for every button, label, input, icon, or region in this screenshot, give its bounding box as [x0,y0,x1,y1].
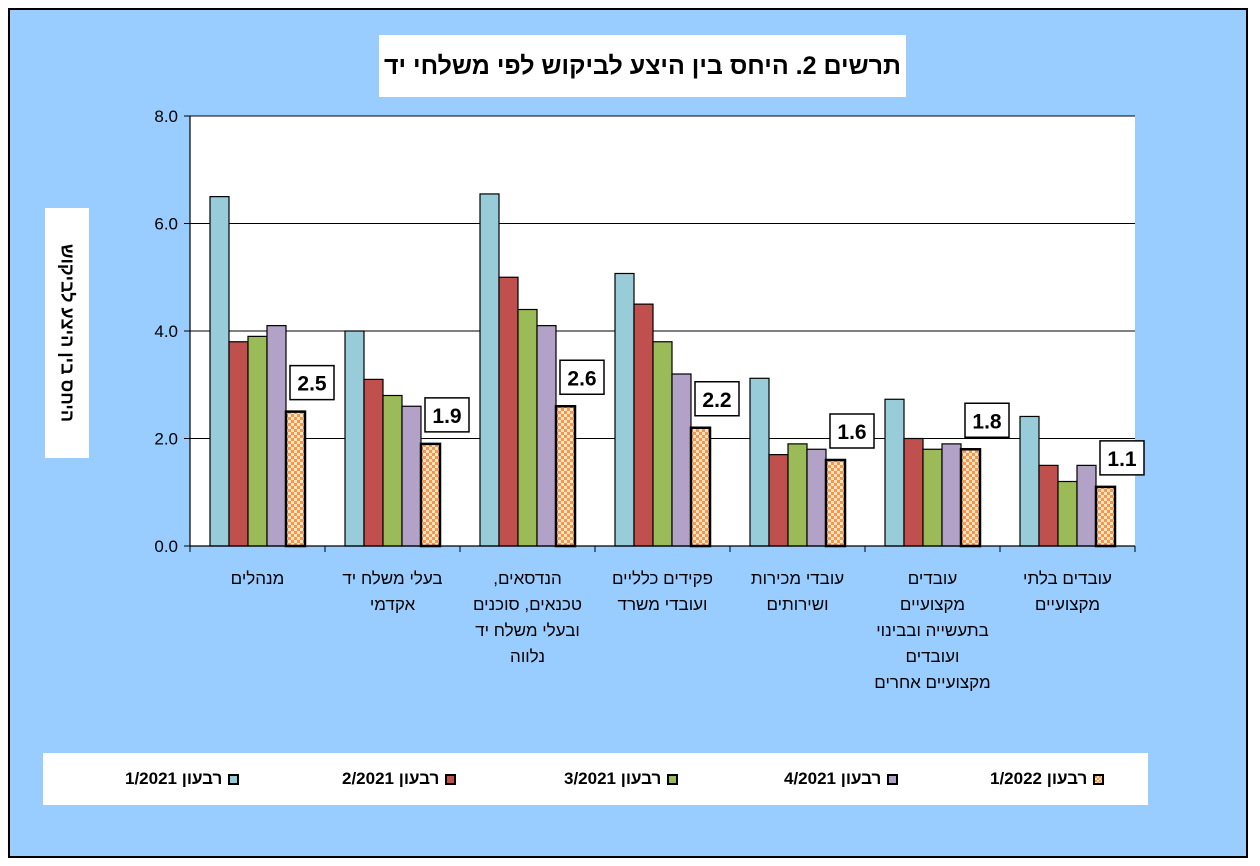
annotation-box [1099,440,1145,476]
x-tick-label: מקצועיים [1035,595,1100,614]
bar [1094,485,1117,548]
bar [209,196,230,547]
legend-item-series-5: רבעון 1/2022 [990,753,1105,805]
legend-label: רבעון 3/2021 [564,769,662,788]
legend-swatch [228,773,240,785]
y-tick-label: 4.0 [154,322,178,341]
legend-label: רבעון 4/2021 [784,769,882,788]
legend-label: רבעון 1/2021 [125,769,223,788]
annotation-box [559,359,605,395]
legend-item-series-3: רבעון 3/2021 [564,753,679,805]
bar [363,378,384,547]
x-tick-label: עובדים [908,569,958,588]
bar [401,405,422,547]
bar [824,458,847,548]
bar [1057,480,1078,547]
annotation-box [424,397,470,433]
annotation-box [964,402,1010,438]
annotation-box [829,413,875,449]
annotation-label: 1.9 [432,405,461,428]
x-tick-label: מקצועיים אחרים [874,673,990,692]
bar [1076,464,1097,547]
x-tick-label: בתעשייה ובבינוי [876,621,988,640]
legend: רבעון 1/2021 רבעון 2/2021 רבעון 3/2021 ר… [43,753,1148,805]
legend-swatch [1093,773,1105,785]
bar [517,308,538,547]
y-tick-label: 0.0 [154,537,178,556]
x-tick-label: ועובדי משרד [618,595,708,614]
annotation-label: 1.6 [837,421,866,444]
bar [922,448,943,547]
bar [1019,415,1040,547]
bar [284,410,307,548]
x-tick-label: מקצועיים [900,595,965,614]
x-tick-label: מנהלים [231,569,285,588]
bar [768,454,789,547]
annotation-label: 2.5 [297,373,327,396]
bar [382,394,403,547]
x-tick-label: הנדסאים, [493,569,561,588]
annotation-label: 2.2 [702,389,731,412]
bar [266,325,287,547]
bar [247,335,268,547]
legend-swatch [887,773,899,785]
annotation-label: 1.1 [1107,448,1137,471]
bar [689,426,712,548]
chart-title: תרשים 2. היחס בין היצע לביקוש לפי משלחי … [383,51,902,80]
bar [959,448,982,548]
bar [671,373,692,547]
annotation-label: 2.6 [567,367,596,390]
x-tick-label: עובדי מכירות [751,569,844,588]
x-tick-label: ושירותים [766,595,828,614]
legend-swatch [445,773,457,785]
legend-item-series-1: רבעון 1/2021 [125,753,240,805]
x-tick-label: פקידים כלליים [612,569,713,588]
bar [614,272,635,547]
bar [536,325,557,547]
chart-title-box: תרשים 2. היחס בין היצע לביקוש לפי משלחי … [379,35,906,97]
bar [903,437,924,547]
x-tick-label: נלווה [510,647,545,666]
legend-item-series-4: רבעון 4/2021 [784,753,899,805]
x-tick-label: בעלי משלח יד [342,569,442,588]
legend-label: רבעון 1/2022 [990,769,1088,788]
bar [498,276,519,547]
bar [419,442,442,548]
annotation-box [694,381,740,417]
x-tick-label: אקדמי [370,595,416,614]
y-tick-label: 2.0 [154,430,178,449]
x-tick-label: ועובדים [906,647,960,666]
annotation-label: 1.8 [972,410,1002,433]
bar [479,193,500,547]
bar [228,341,249,547]
bar [652,341,673,547]
bar [749,377,770,547]
bar [787,443,808,547]
legend-item-series-2: רבעון 2/2021 [342,753,457,805]
x-tick-label: עובדים בלתי [1023,569,1112,588]
y-tick-label: 8.0 [154,107,178,126]
bar [554,405,577,548]
x-tick-label: ובעלי משלח יד [475,621,580,640]
bar [344,330,365,547]
legend-label: רבעון 2/2021 [342,769,440,788]
bar [633,303,654,547]
x-tick-label: טכנאים, סוכנים [473,595,582,614]
annotation-box [289,364,335,401]
bar [1038,464,1059,547]
legend-swatch [667,773,679,785]
y-tick-label: 6.0 [154,215,178,234]
bar [806,448,827,547]
bar [941,443,962,547]
y-axis-label-box: היחס בין היצע לביקוש [45,208,89,458]
bar [884,398,905,547]
